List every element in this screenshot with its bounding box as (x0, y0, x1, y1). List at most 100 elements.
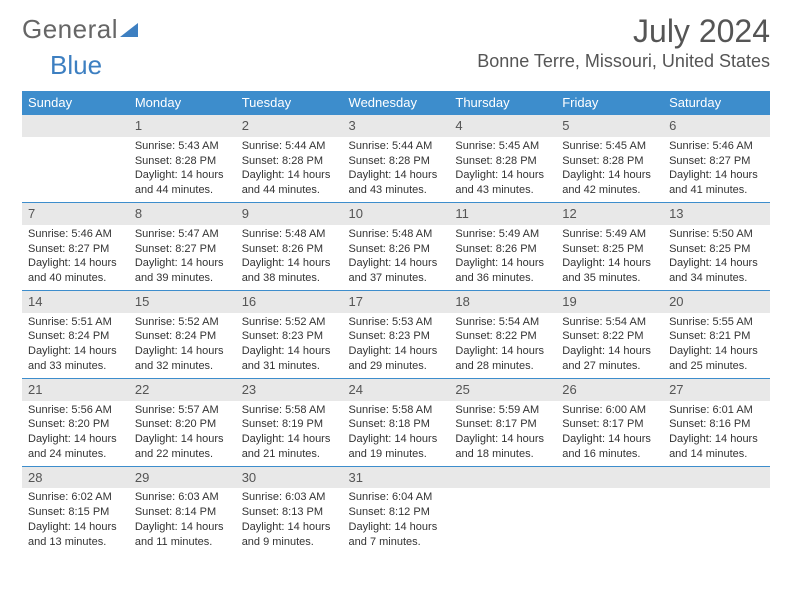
title-block: July 2024 Bonne Terre, Missouri, United … (477, 14, 770, 72)
daylight-line-1: Daylight: 14 hours (455, 168, 550, 183)
day-number: 31 (343, 466, 450, 489)
sunset-line: Sunset: 8:23 PM (242, 329, 337, 344)
daylight-line-1: Daylight: 14 hours (28, 344, 123, 359)
calendar-day-cell: 28Sunrise: 6:02 AMSunset: 8:15 PMDayligh… (22, 466, 129, 554)
day-number: 6 (663, 114, 770, 137)
sunset-line: Sunset: 8:17 PM (455, 417, 550, 432)
day-details: Sunrise: 5:45 AMSunset: 8:28 PMDaylight:… (556, 137, 663, 202)
calendar-empty-cell (22, 114, 129, 202)
calendar-day-cell: 30Sunrise: 6:03 AMSunset: 8:13 PMDayligh… (236, 466, 343, 554)
day-details: Sunrise: 5:44 AMSunset: 8:28 PMDaylight:… (236, 137, 343, 202)
sunrise-line: Sunrise: 5:44 AM (349, 139, 444, 154)
daylight-line-1: Daylight: 14 hours (135, 168, 230, 183)
daylight-line-1: Daylight: 14 hours (135, 344, 230, 359)
calendar-day-cell: 9Sunrise: 5:48 AMSunset: 8:26 PMDaylight… (236, 202, 343, 290)
day-details: Sunrise: 6:01 AMSunset: 8:16 PMDaylight:… (663, 401, 770, 466)
day-number: 23 (236, 378, 343, 401)
day-number: 27 (663, 378, 770, 401)
daylight-line-2: and 44 minutes. (135, 183, 230, 198)
daylight-line-1: Daylight: 14 hours (562, 344, 657, 359)
daylight-line-2: and 27 minutes. (562, 359, 657, 374)
day-details: Sunrise: 5:47 AMSunset: 8:27 PMDaylight:… (129, 225, 236, 290)
day-number-bar (556, 466, 663, 489)
sunrise-line: Sunrise: 5:44 AM (242, 139, 337, 154)
daylight-line-1: Daylight: 14 hours (669, 432, 764, 447)
calendar-table: SundayMondayTuesdayWednesdayThursdayFrid… (22, 91, 770, 554)
day-number: 5 (556, 114, 663, 137)
calendar-day-cell: 13Sunrise: 5:50 AMSunset: 8:25 PMDayligh… (663, 202, 770, 290)
day-number-bar (449, 466, 556, 489)
daylight-line-1: Daylight: 14 hours (349, 344, 444, 359)
sunset-line: Sunset: 8:28 PM (242, 154, 337, 169)
calendar-day-cell: 29Sunrise: 6:03 AMSunset: 8:14 PMDayligh… (129, 466, 236, 554)
day-details: Sunrise: 5:48 AMSunset: 8:26 PMDaylight:… (343, 225, 450, 290)
daylight-line-2: and 13 minutes. (28, 535, 123, 550)
sunset-line: Sunset: 8:28 PM (562, 154, 657, 169)
sunrise-line: Sunrise: 5:55 AM (669, 315, 764, 330)
day-details: Sunrise: 6:00 AMSunset: 8:17 PMDaylight:… (556, 401, 663, 466)
daylight-line-2: and 25 minutes. (669, 359, 764, 374)
sunrise-line: Sunrise: 5:50 AM (669, 227, 764, 242)
day-number: 2 (236, 114, 343, 137)
day-details: Sunrise: 5:49 AMSunset: 8:25 PMDaylight:… (556, 225, 663, 290)
daylight-line-2: and 35 minutes. (562, 271, 657, 286)
day-details: Sunrise: 5:54 AMSunset: 8:22 PMDaylight:… (449, 313, 556, 378)
sunrise-line: Sunrise: 5:43 AM (135, 139, 230, 154)
calendar-week-row: 7Sunrise: 5:46 AMSunset: 8:27 PMDaylight… (22, 202, 770, 290)
daylight-line-1: Daylight: 14 hours (242, 168, 337, 183)
daylight-line-1: Daylight: 14 hours (242, 344, 337, 359)
daylight-line-1: Daylight: 14 hours (349, 432, 444, 447)
day-number: 18 (449, 290, 556, 313)
day-number-bar (22, 114, 129, 137)
sunset-line: Sunset: 8:28 PM (135, 154, 230, 169)
day-details: Sunrise: 5:51 AMSunset: 8:24 PMDaylight:… (22, 313, 129, 378)
weekday-header: Saturday (663, 91, 770, 114)
day-number: 29 (129, 466, 236, 489)
daylight-line-1: Daylight: 14 hours (242, 256, 337, 271)
daylight-line-2: and 21 minutes. (242, 447, 337, 462)
weekday-header-row: SundayMondayTuesdayWednesdayThursdayFrid… (22, 91, 770, 114)
sunrise-line: Sunrise: 6:00 AM (562, 403, 657, 418)
sunset-line: Sunset: 8:23 PM (349, 329, 444, 344)
daylight-line-2: and 7 minutes. (349, 535, 444, 550)
daylight-line-1: Daylight: 14 hours (242, 520, 337, 535)
daylight-line-2: and 32 minutes. (135, 359, 230, 374)
daylight-line-1: Daylight: 14 hours (455, 432, 550, 447)
calendar-day-cell: 24Sunrise: 5:58 AMSunset: 8:18 PMDayligh… (343, 378, 450, 466)
calendar-day-cell: 11Sunrise: 5:49 AMSunset: 8:26 PMDayligh… (449, 202, 556, 290)
daylight-line-2: and 16 minutes. (562, 447, 657, 462)
calendar-week-row: 1Sunrise: 5:43 AMSunset: 8:28 PMDaylight… (22, 114, 770, 202)
sunset-line: Sunset: 8:13 PM (242, 505, 337, 520)
sunset-line: Sunset: 8:19 PM (242, 417, 337, 432)
brand-part1: General (22, 14, 118, 45)
day-details: Sunrise: 5:46 AMSunset: 8:27 PMDaylight:… (663, 137, 770, 202)
daylight-line-2: and 14 minutes. (669, 447, 764, 462)
day-number: 21 (22, 378, 129, 401)
day-details: Sunrise: 5:43 AMSunset: 8:28 PMDaylight:… (129, 137, 236, 202)
sunset-line: Sunset: 8:26 PM (455, 242, 550, 257)
day-number: 28 (22, 466, 129, 489)
day-number: 19 (556, 290, 663, 313)
sunrise-line: Sunrise: 5:57 AM (135, 403, 230, 418)
weekday-header: Sunday (22, 91, 129, 114)
calendar-day-cell: 19Sunrise: 5:54 AMSunset: 8:22 PMDayligh… (556, 290, 663, 378)
calendar-day-cell: 27Sunrise: 6:01 AMSunset: 8:16 PMDayligh… (663, 378, 770, 466)
day-number: 22 (129, 378, 236, 401)
sunset-line: Sunset: 8:12 PM (349, 505, 444, 520)
day-details: Sunrise: 5:52 AMSunset: 8:24 PMDaylight:… (129, 313, 236, 378)
sunset-line: Sunset: 8:24 PM (135, 329, 230, 344)
day-details: Sunrise: 6:03 AMSunset: 8:13 PMDaylight:… (236, 488, 343, 553)
day-details: Sunrise: 5:44 AMSunset: 8:28 PMDaylight:… (343, 137, 450, 202)
day-number: 13 (663, 202, 770, 225)
daylight-line-1: Daylight: 14 hours (135, 432, 230, 447)
calendar-day-cell: 31Sunrise: 6:04 AMSunset: 8:12 PMDayligh… (343, 466, 450, 554)
weekday-header: Thursday (449, 91, 556, 114)
day-number: 7 (22, 202, 129, 225)
calendar-day-cell: 26Sunrise: 6:00 AMSunset: 8:17 PMDayligh… (556, 378, 663, 466)
sunset-line: Sunset: 8:24 PM (28, 329, 123, 344)
daylight-line-1: Daylight: 14 hours (669, 168, 764, 183)
daylight-line-1: Daylight: 14 hours (135, 256, 230, 271)
sunrise-line: Sunrise: 6:03 AM (135, 490, 230, 505)
day-details: Sunrise: 5:45 AMSunset: 8:28 PMDaylight:… (449, 137, 556, 202)
sunrise-line: Sunrise: 5:52 AM (242, 315, 337, 330)
